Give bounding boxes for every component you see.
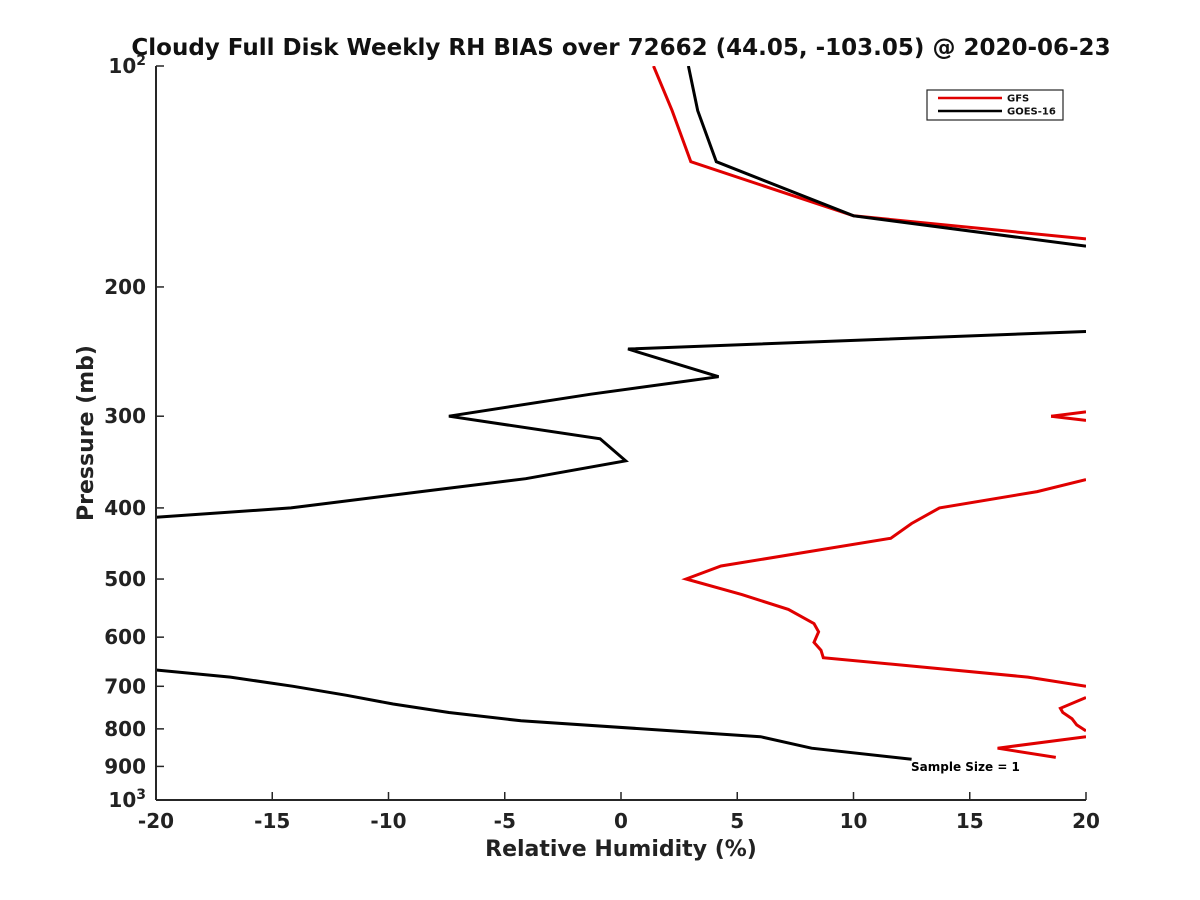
x-tick-label: 15 <box>956 809 984 833</box>
chart-title: Cloudy Full Disk Weekly RH BIAS over 726… <box>131 35 1110 61</box>
x-tick-label: -5 <box>494 809 516 833</box>
x-tick-label: -15 <box>254 809 290 833</box>
series-line-gfs <box>1058 696 1086 733</box>
x-tick-label: 20 <box>1072 809 1100 833</box>
x-tick-label: 10 <box>840 809 868 833</box>
x-tick-label: -10 <box>370 809 406 833</box>
legend-box <box>926 89 1064 121</box>
y-tick-label: 300 <box>104 404 146 428</box>
y-ticks: 102 200 300 400 500 600 700 800 900 103 <box>104 53 164 812</box>
series-line-goes16 <box>156 668 912 761</box>
x-axis-label: Relative Humidity (%) <box>485 837 757 862</box>
series-line-goes16 <box>156 330 1086 519</box>
series-line-goes16 <box>686 66 1086 248</box>
y-tick-label: 103 <box>108 787 146 812</box>
y-tick-label: 600 <box>104 625 146 649</box>
x-tick-label: 0 <box>614 809 628 833</box>
y-tick-label: 200 <box>104 275 146 299</box>
x-tick-label: -20 <box>138 809 174 833</box>
y-tick-label: 400 <box>104 496 146 520</box>
x-tick-label: 5 <box>730 809 744 833</box>
series-line-gfs <box>997 735 1086 759</box>
sample-size-annotation: Sample Size = 1 <box>911 760 1020 774</box>
series-line-gfs <box>1050 414 1086 422</box>
y-tick-label: 700 <box>104 674 146 698</box>
y-tick-label: 800 <box>104 717 146 741</box>
y-tick-label: 102 <box>108 53 146 78</box>
legend-label-gfs: GFS <box>1007 94 1029 105</box>
x-ticks: -20 -15 -10 -5 0 5 10 15 20 <box>138 792 1100 833</box>
legend: GFS GOES-16 <box>926 89 1064 121</box>
series-layer <box>156 66 1086 761</box>
series-line-gfs <box>652 66 1086 241</box>
y-tick-label: 900 <box>104 754 146 778</box>
series-line-gfs <box>681 478 1086 688</box>
legend-label-goes16: GOES-16 <box>1007 107 1056 118</box>
plot-area <box>156 66 1086 800</box>
y-tick-label: 500 <box>104 567 146 591</box>
y-axis-label: Pressure (mb) <box>74 345 99 521</box>
